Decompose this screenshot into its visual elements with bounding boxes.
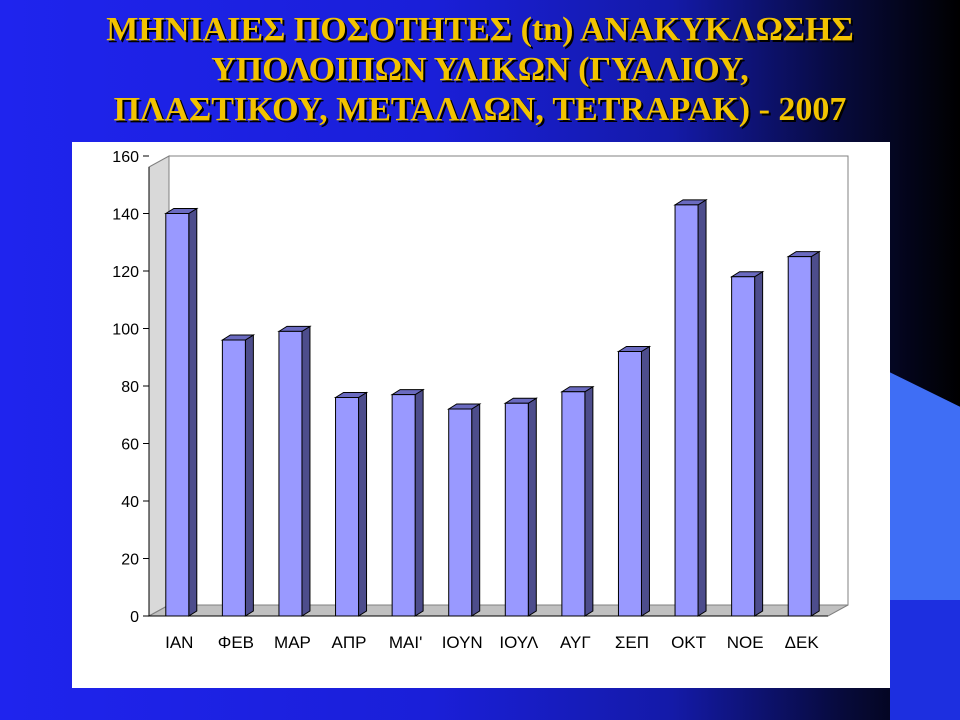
y-axis: 0 20 40 60 80 100 120 140 160 (112, 149, 150, 626)
bar-front (561, 391, 586, 617)
x-tick-label: ΑΠΡ (332, 633, 367, 652)
bar-front (278, 330, 303, 617)
y-tick-label: 160 (112, 149, 139, 166)
bar (729, 270, 765, 617)
bar-side (697, 198, 707, 617)
x-axis: ΙΑΝ ΦΕΒ ΜΑΡ ΑΠΡ ΜΑΙ' ΙΟΥΝ ΙΟΥΛ ΑΥΓ ΣΕΠ ΟΚΤ ΝΟΕ ΔΕΚ (149, 615, 828, 652)
bar (164, 207, 199, 617)
x-tick-label: ΝΟΕ (727, 633, 764, 652)
bar-side (188, 207, 198, 617)
bar (446, 403, 482, 617)
x-tick-label: ΔΕΚ (785, 633, 820, 652)
y-tick-label: 100 (112, 322, 139, 339)
y-tick-label: 20 (121, 552, 139, 569)
y-tick-label: 120 (112, 264, 139, 281)
bar (277, 325, 312, 617)
bar (390, 388, 425, 617)
x-tick-label: ΦΕΒ (218, 633, 254, 652)
bar-front (391, 394, 416, 617)
chart-title-line-2: ΥΠΟΛΟΙΠΩΝ ΥΛΙΚΩΝ (ΓΥΑΛΙΟΥ, (211, 51, 749, 88)
bar-front (731, 276, 756, 617)
bar-side (584, 385, 594, 617)
x-tick-label: ΙΟΥΛ (499, 633, 538, 652)
bar-front (448, 408, 473, 617)
bar (786, 250, 821, 617)
bar-side (414, 388, 424, 617)
bar-front (504, 402, 529, 617)
bar-side (754, 270, 764, 617)
bar-side (471, 403, 481, 617)
bar-front (221, 339, 246, 617)
x-tick-label: ΣΕΠ (615, 633, 649, 652)
y-tick-label: 40 (121, 494, 139, 511)
chart-title-line-3: ΠΛΑΣΤΙΚΟΥ, ΜΕΤΑΛΛΩΝ, TETRAPAK) - 2007 (113, 91, 847, 128)
x-tick-label: ΙΑΝ (165, 633, 193, 652)
bar (673, 198, 708, 617)
background-accent-lower (890, 600, 960, 720)
bar-side (301, 325, 311, 617)
bar (560, 385, 595, 617)
bar-front (617, 351, 642, 617)
bar-side (244, 334, 254, 617)
x-tick-label: ΜΑΡ (274, 633, 311, 652)
bar-side (640, 345, 650, 617)
y-tick-label: 0 (130, 609, 139, 626)
x-tick-label: ΜΑΙ' (389, 633, 422, 652)
x-tick-label: ΙΟΥΝ (442, 633, 483, 652)
bar (333, 391, 369, 617)
bars (164, 198, 821, 617)
bar-front (787, 256, 812, 617)
y-tick-label: 80 (121, 379, 139, 396)
bar (220, 334, 256, 617)
bar-side (358, 391, 368, 617)
bar-front (165, 213, 190, 617)
bar (616, 345, 652, 617)
chart-title-line-1: ΜΗΝΙΑΙΕΣ ΠΟΣΟΤΗΤΕΣ (tn) ΑΝΑΚΥΚΛΩΣΗΣ (106, 11, 854, 48)
bar-front (335, 397, 360, 617)
bar-side (527, 397, 537, 617)
x-tick-label: ΟΚΤ (671, 633, 706, 652)
chart-title: ΜΗΝΙΑΙΕΣ ΠΟΣΟΤΗΤΕΣ (tn) ΑΝΑΚΥΚΛΩΣΗΣ ΥΠΟΛ… (0, 10, 960, 130)
bar-front (674, 204, 699, 617)
x-tick-label: ΑΥΓ (560, 633, 591, 652)
y-tick-label: 60 (121, 437, 139, 454)
bar-side (810, 250, 820, 617)
y-tick-label: 140 (112, 207, 139, 224)
bar (503, 397, 539, 617)
